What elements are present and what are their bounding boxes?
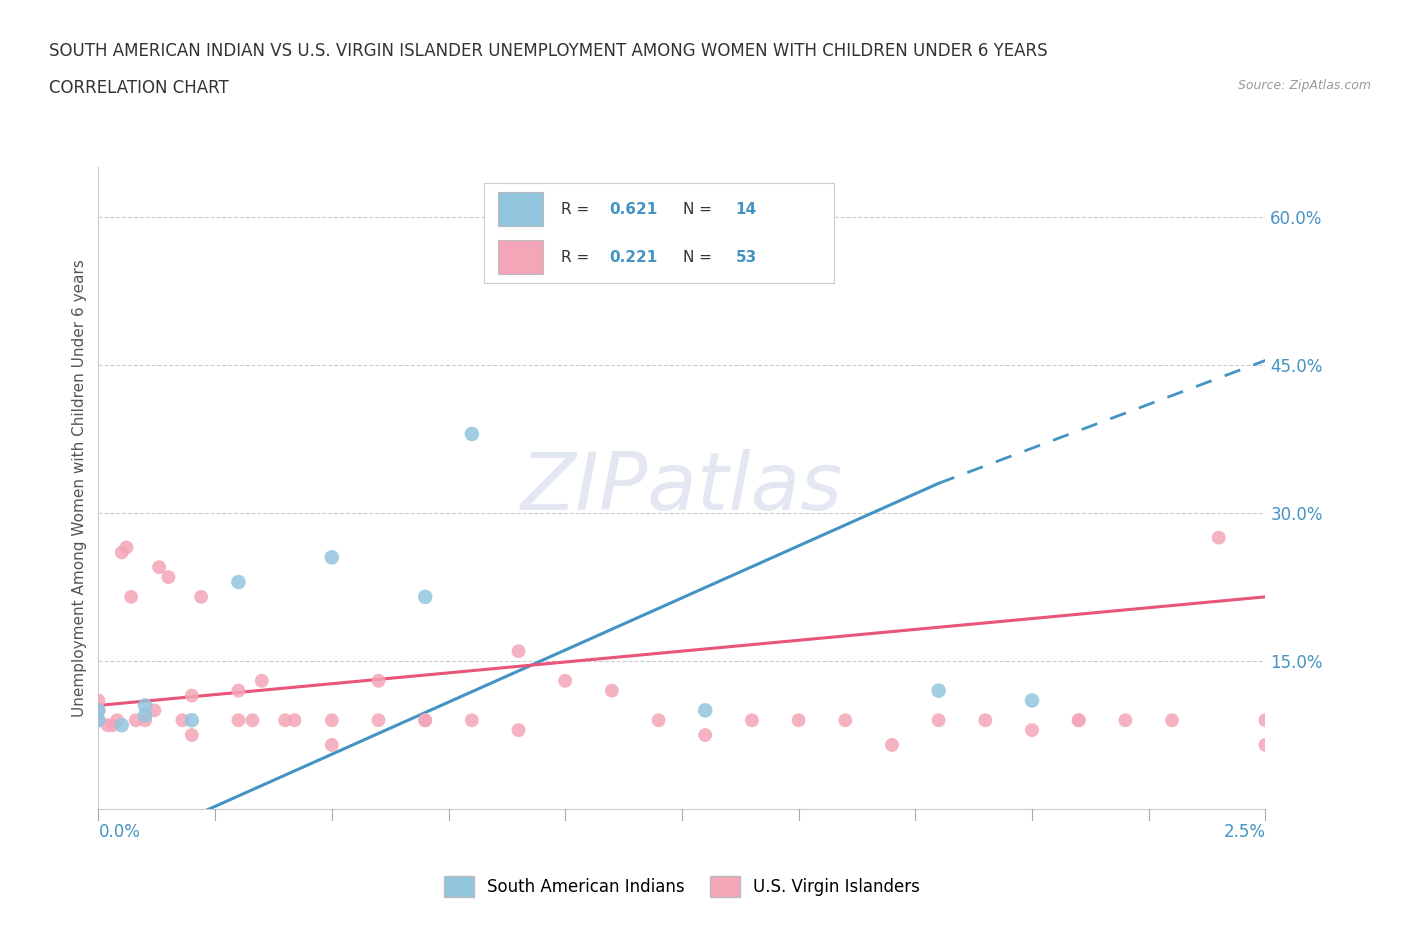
Point [111, 545, 134, 560]
Point [172, 712, 194, 727]
Legend: South American Indians, U.S. Virgin Islanders: South American Indians, U.S. Virgin Isla… [437, 870, 927, 903]
Point [87, 693, 110, 708]
Point [242, 712, 264, 727]
Point [101, 718, 124, 733]
Point [115, 540, 138, 555]
Point [1114, 712, 1136, 727]
Y-axis label: Unemployment Among Women with Children Under 6 years: Unemployment Among Women with Children U… [72, 259, 87, 717]
Point [97, 718, 120, 733]
Point [1254, 712, 1277, 727]
Point [1067, 712, 1090, 727]
Point [928, 712, 950, 727]
Point [321, 712, 343, 727]
Point [647, 254, 669, 269]
Point [834, 712, 856, 727]
Point [1021, 693, 1043, 708]
Point [880, 737, 903, 752]
Point [554, 673, 576, 688]
Point [190, 590, 212, 604]
Point [283, 712, 305, 727]
Point [508, 723, 530, 737]
Point [87, 712, 110, 727]
Text: ZIPatlas: ZIPatlas [520, 449, 844, 527]
Point [180, 712, 202, 727]
Point [413, 712, 436, 727]
Point [157, 570, 180, 585]
Point [695, 727, 717, 742]
Point [228, 712, 250, 727]
Text: 2.5%: 2.5% [1223, 823, 1265, 841]
Point [461, 427, 484, 442]
Point [180, 727, 202, 742]
Point [321, 737, 343, 752]
Point [1021, 723, 1043, 737]
Point [125, 712, 148, 727]
Point [1395, 530, 1406, 545]
Point [87, 712, 110, 727]
Point [928, 684, 950, 698]
Point [134, 698, 156, 713]
Point [600, 684, 623, 698]
Point [180, 688, 202, 703]
Point [741, 712, 763, 727]
Text: CORRELATION CHART: CORRELATION CHART [49, 79, 229, 97]
Point [87, 703, 110, 718]
Point [228, 684, 250, 698]
Point [148, 560, 170, 575]
Point [87, 703, 110, 718]
Point [413, 712, 436, 727]
Point [105, 712, 128, 727]
Point [274, 712, 297, 727]
Point [1067, 712, 1090, 727]
Point [321, 550, 343, 565]
Point [134, 708, 156, 723]
Point [695, 703, 717, 718]
Point [461, 712, 484, 727]
Text: SOUTH AMERICAN INDIAN VS U.S. VIRGIN ISLANDER UNEMPLOYMENT AMONG WOMEN WITH CHIL: SOUTH AMERICAN INDIAN VS U.S. VIRGIN ISL… [49, 42, 1047, 60]
Point [111, 718, 134, 733]
Point [413, 590, 436, 604]
Point [787, 712, 810, 727]
Point [250, 673, 273, 688]
Point [1161, 712, 1184, 727]
Point [367, 712, 389, 727]
Point [647, 712, 669, 727]
Point [508, 644, 530, 658]
Text: Source: ZipAtlas.com: Source: ZipAtlas.com [1237, 79, 1371, 92]
Point [367, 673, 389, 688]
Point [228, 575, 250, 590]
Point [1208, 530, 1230, 545]
Point [1395, 723, 1406, 737]
Point [974, 712, 997, 727]
Point [1254, 737, 1277, 752]
Point [143, 703, 166, 718]
Point [134, 712, 156, 727]
Point [120, 590, 142, 604]
Text: 0.0%: 0.0% [98, 823, 141, 841]
